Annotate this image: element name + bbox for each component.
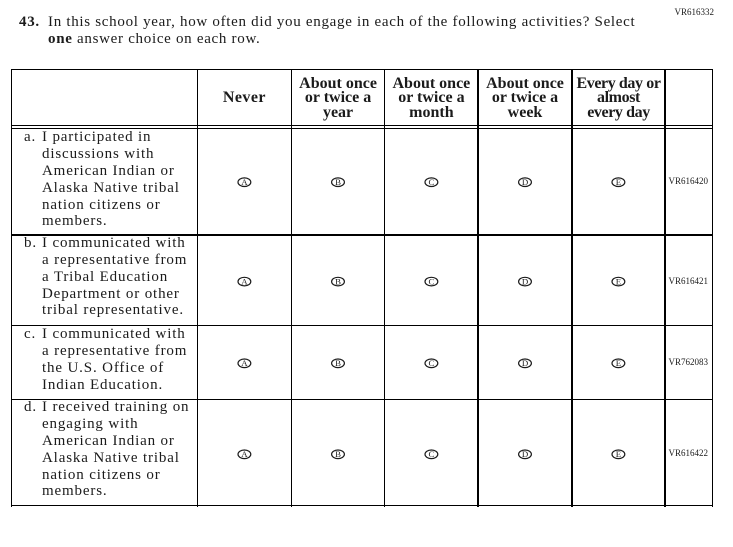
svg-text:C: C	[428, 449, 434, 459]
svg-text:B: B	[335, 449, 341, 459]
svg-text:D: D	[522, 277, 528, 287]
svg-text:A: A	[241, 449, 248, 459]
svg-text:A: A	[241, 358, 248, 368]
svg-text:B: B	[335, 177, 341, 187]
svg-text:E: E	[616, 449, 621, 459]
svg-text:A: A	[241, 177, 248, 187]
svg-text:E: E	[616, 358, 621, 368]
svg-text:A: A	[241, 277, 248, 287]
svg-text:E: E	[616, 177, 621, 187]
svg-text:D: D	[522, 449, 528, 459]
svg-text:C: C	[428, 358, 434, 368]
svg-text:D: D	[522, 177, 528, 187]
svg-text:C: C	[428, 177, 434, 187]
svg-text:D: D	[522, 358, 528, 368]
svg-text:C: C	[428, 277, 434, 287]
svg-text:E: E	[616, 277, 621, 287]
svg-text:B: B	[335, 358, 341, 368]
svg-text:B: B	[335, 277, 341, 287]
